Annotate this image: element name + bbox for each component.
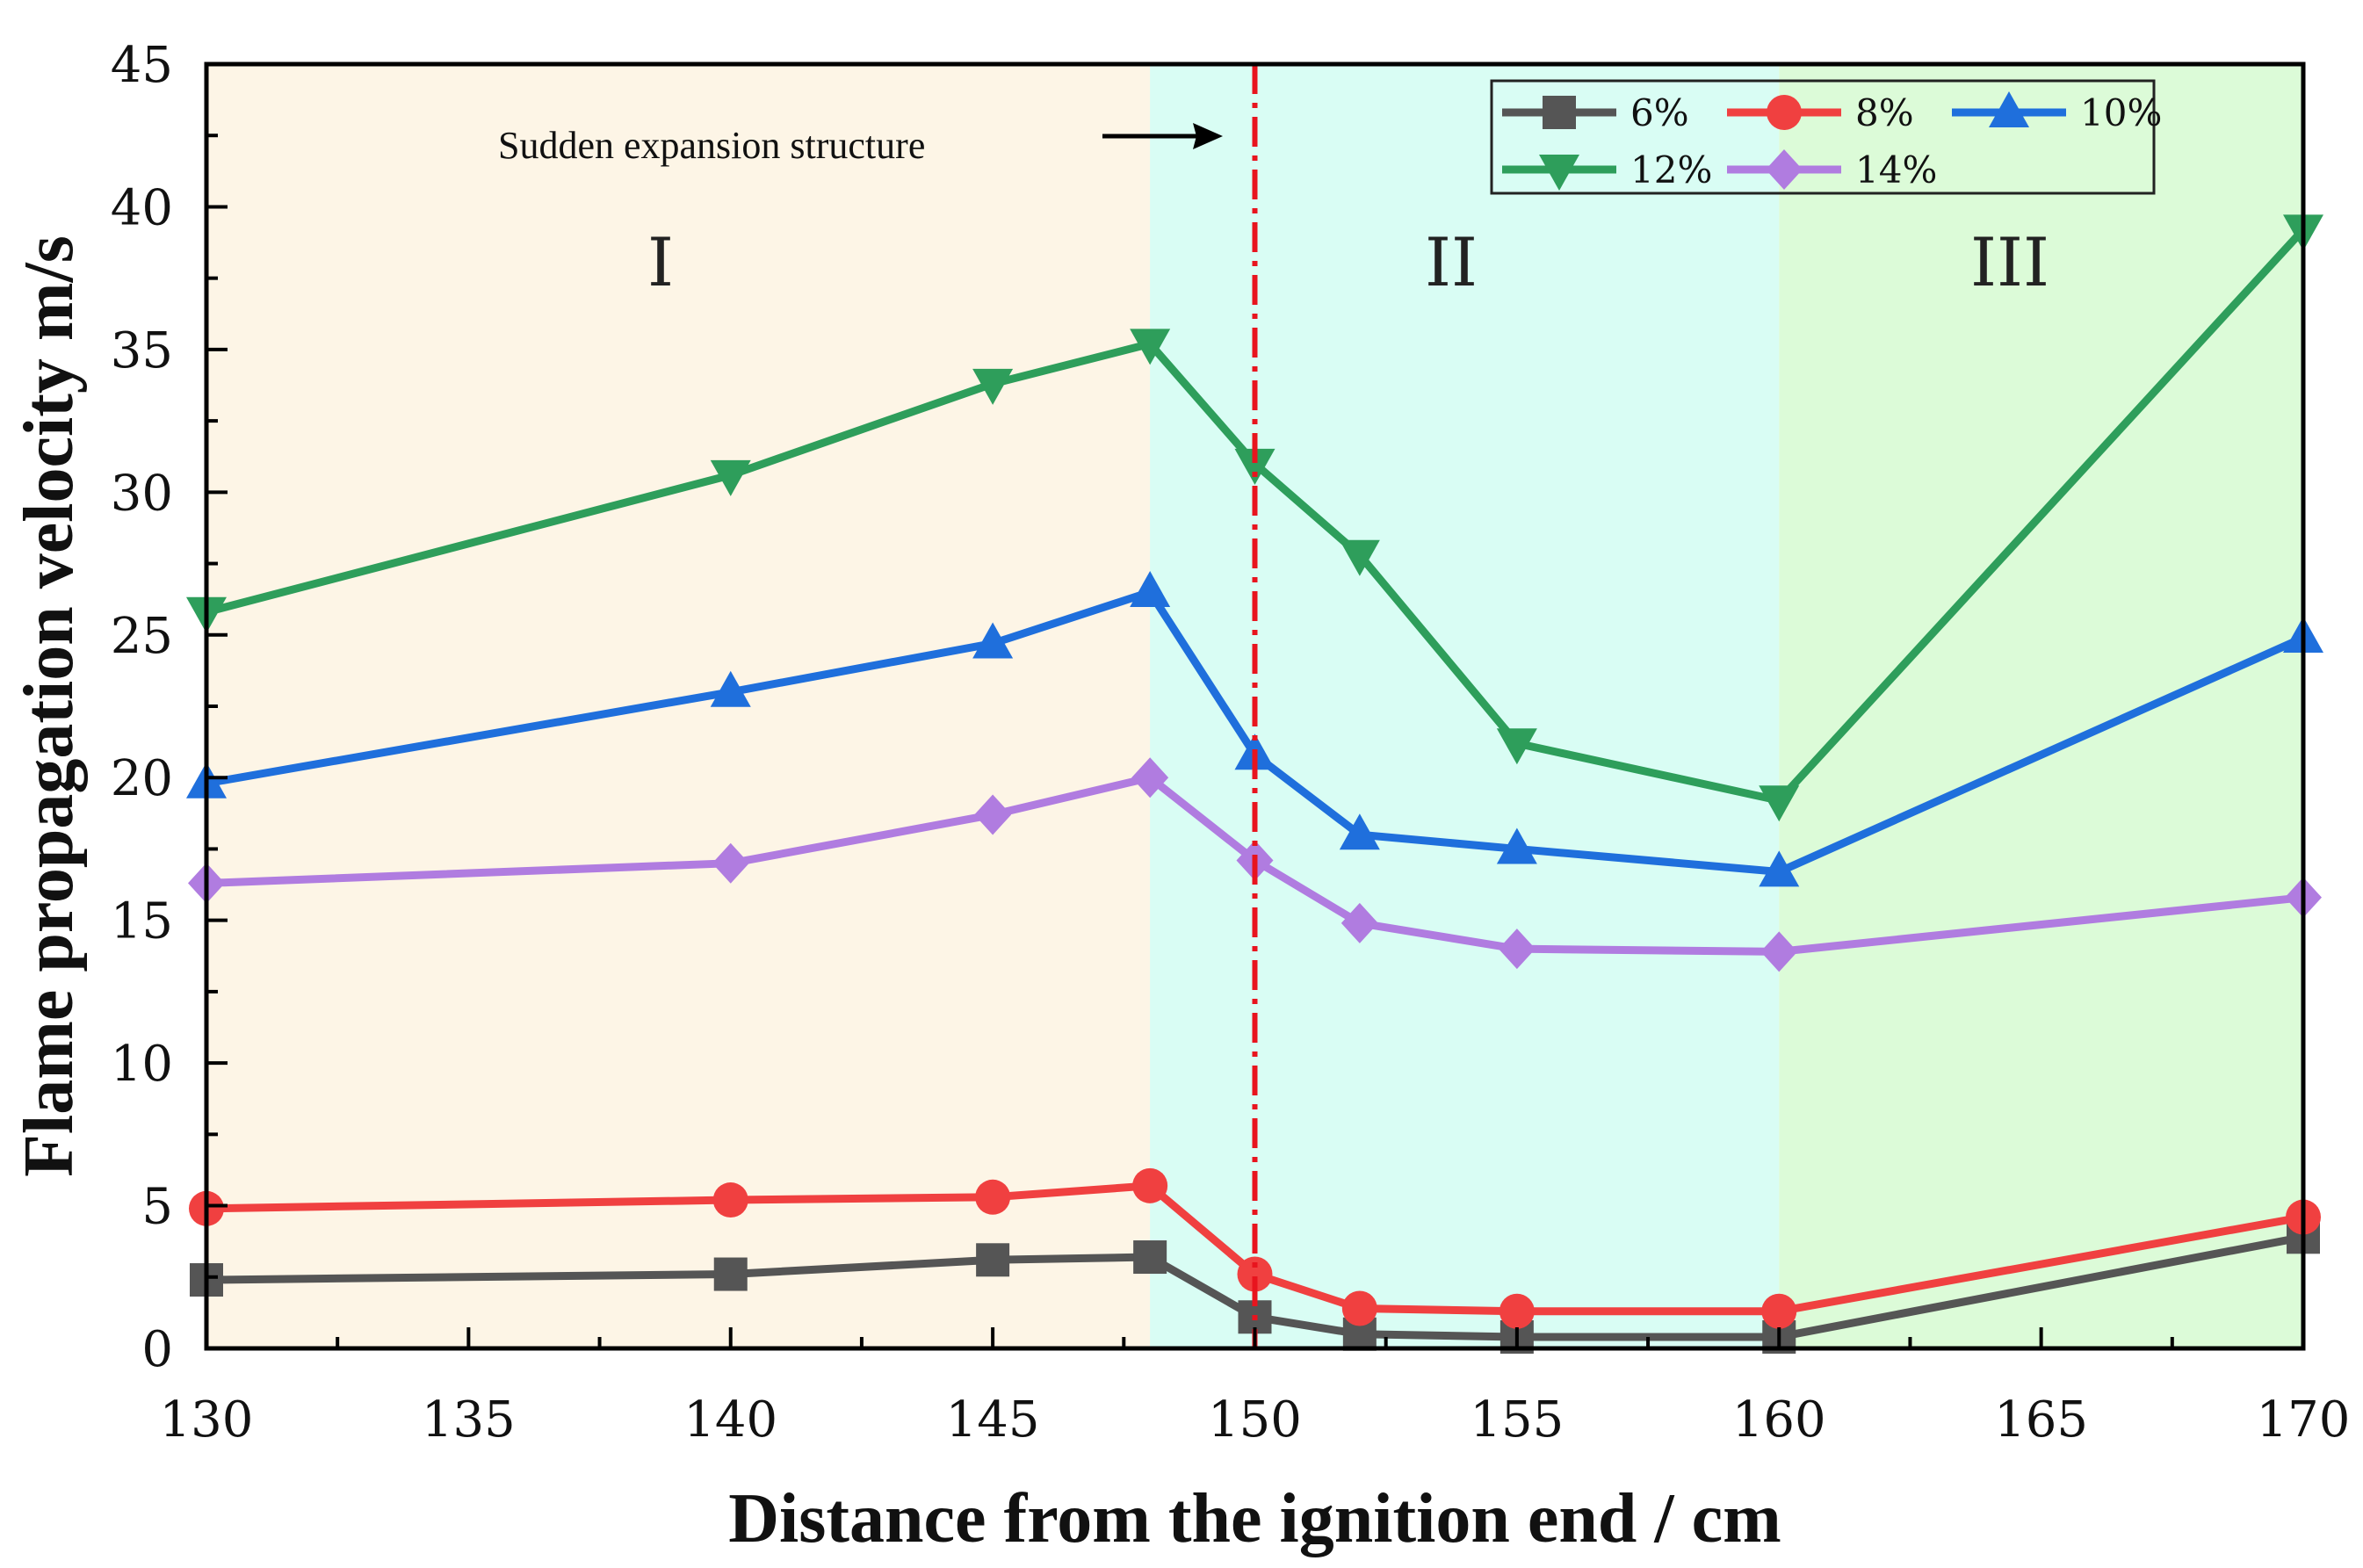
legend-swatch-marker [1543,96,1576,129]
legend-label: 8% [1855,91,1914,134]
data-point-10%-148 [1130,571,1171,608]
data-point-8%-148 [1132,1167,1168,1203]
region-label-II: II [1425,223,1478,301]
legend-label: 6% [1630,91,1689,134]
region-I [206,64,1151,1348]
region-label-I: I [647,223,674,301]
legend-label: 14% [1855,148,1937,191]
x-tick-label: 155 [1470,1391,1564,1449]
legend-swatch-marker [1767,95,1802,130]
axes: 130 135 140 145 150 155 160 165 170 0 5 10 15 20 25 30 3… [111,37,2351,1449]
legend: 6% 8% 10% 12% 14% [1490,79,2162,195]
x-tick-label: 140 [683,1391,777,1449]
y-tick-label: 25 [111,608,173,665]
data-point-12%-152 [1339,539,1380,576]
data-point-10%-155 [1496,827,1537,864]
data-point-10%-160 [1759,850,1800,887]
y-tick-label: 40 [111,179,173,236]
region-labels: I II III [647,223,2049,301]
series-12% [186,214,2323,822]
data-point-12%-140 [710,459,751,496]
data-point-12%-145 [972,368,1014,405]
legend-box [1490,79,2156,195]
legend-item-6%: 6% [1502,91,1689,134]
y-tick-label: 35 [111,322,173,379]
x-tick-label: 165 [1994,1391,2088,1449]
data-point-14%-145 [974,794,1012,835]
y-tick-label: 20 [111,750,173,807]
data-point-12%-150 [1234,448,1275,485]
annotation-arrowhead [1193,123,1223,149]
x-tick-label: 135 [422,1391,516,1449]
x-tick-label: 145 [946,1391,1040,1449]
x-tick-label: 150 [1208,1391,1302,1449]
data-point-8%-150 [1237,1256,1273,1292]
y-axis-title: Flame propagation velocity m/s [11,235,88,1177]
x-tick-label: 170 [2257,1391,2351,1449]
legend-item-8%: 8% [1727,91,1914,134]
data-point-10%-152 [1339,813,1380,850]
y-tick-label: 15 [111,893,173,950]
y-tick-label: 0 [141,1321,173,1378]
annotation-text: Sudden expansion structure [498,124,925,167]
data-point-8%-160 [1761,1293,1797,1329]
x-axis-title: Distance from the ignition end / cm [728,1480,1781,1557]
annotation: Sudden expansion structure [498,123,1223,167]
data-point-12%-155 [1496,728,1537,765]
x-tick-label: 130 [160,1391,254,1449]
data-point-14%-148 [1131,757,1169,798]
data-point-6%-148 [1133,1240,1167,1275]
data-point-8%-152 [1341,1290,1377,1326]
data-point-14%-140 [712,842,749,884]
legend-label: 10% [2080,91,2162,134]
data-point-8%-140 [712,1182,748,1218]
y-tick-label: 45 [111,37,173,94]
data-point-6%-140 [713,1257,748,1291]
y-tick-label: 10 [111,1036,173,1093]
y-tick-label: 5 [141,1179,173,1236]
data-point-10%-140 [710,670,751,707]
data-point-14%-160 [1760,931,1798,972]
data-point-12%-148 [1130,329,1171,365]
legend-item-14%: 14% [1727,148,1937,191]
y-tick-label: 30 [111,465,173,522]
series-8% [189,1167,2321,1329]
data-point-8%-155 [1499,1293,1535,1329]
data-point-6%-145 [976,1243,1010,1277]
legend-item-12%: 12% [1502,148,1712,191]
region-label-III: III [1970,223,2049,301]
data-point-8%-145 [975,1179,1011,1215]
legend-swatch-marker [1539,155,1579,191]
data-point-14%-155 [1498,929,1536,970]
data-point-12%-160 [1759,785,1800,822]
legend-swatch-marker [1766,149,1803,190]
x-tick-label: 160 [1732,1391,1826,1449]
legend-label: 12% [1630,148,1712,191]
legend-item-10%: 10% [1952,91,2162,134]
legend-swatch-marker [1989,91,2029,127]
data-point-14%-152 [1340,902,1378,943]
data-point-10%-145 [972,622,1014,659]
